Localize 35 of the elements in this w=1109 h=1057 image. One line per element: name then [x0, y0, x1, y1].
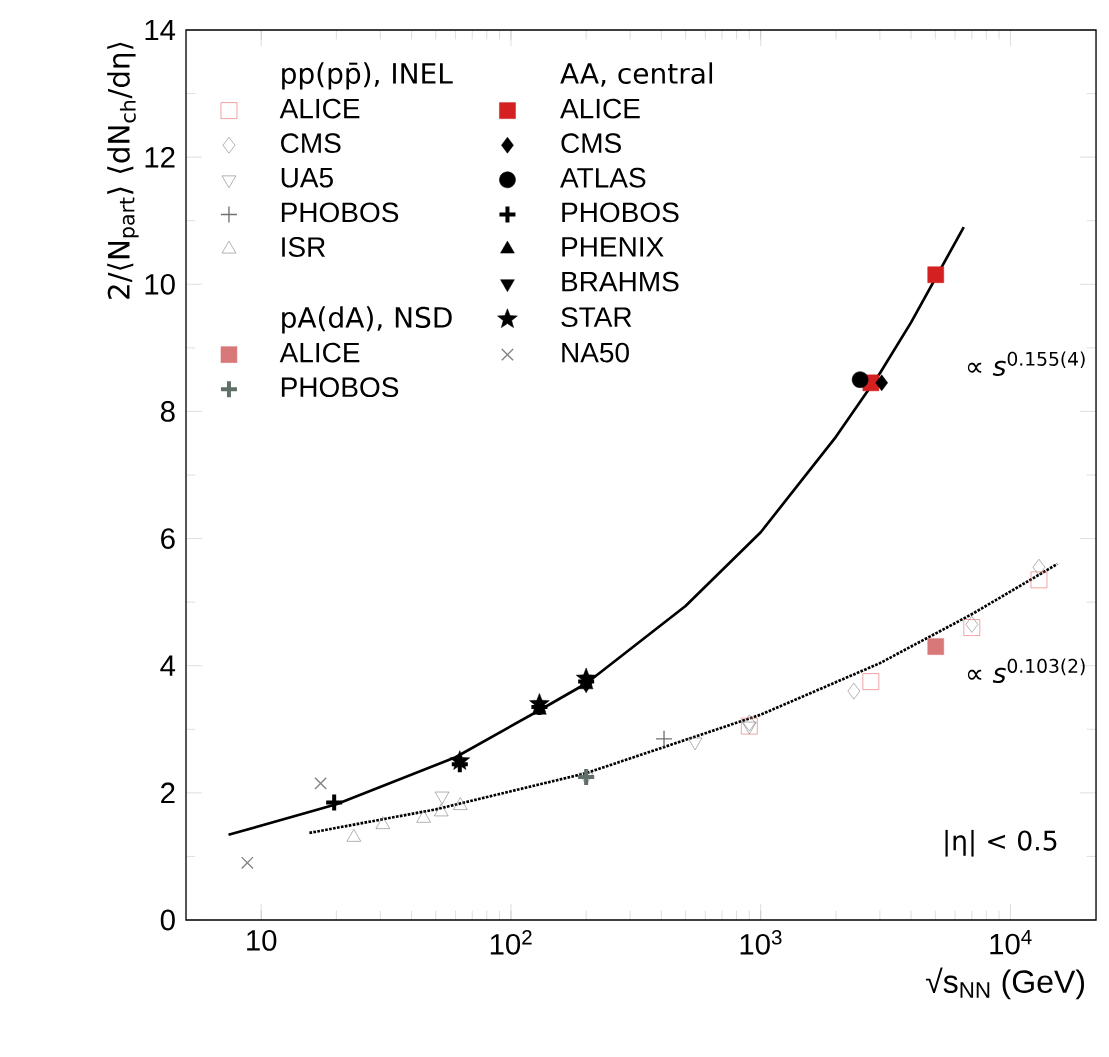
legend-label: ALICE: [279, 342, 360, 363]
legend-label: ATLAS: [560, 167, 646, 188]
legend-label: CMS: [561, 133, 621, 154]
text: AA, central: [560, 62, 713, 87]
y-axis-title: 2/⟨N$_{part}$⟩ ⟨dN$_{ch}$/dη⟩: [107, 42, 139, 299]
y-tick-label: 8: [160, 401, 175, 422]
legend-label: NA50: [562, 342, 629, 363]
text: pp(pp̄), INEL: [282, 62, 453, 90]
y-tick-label: 10: [145, 273, 175, 295]
text: pA(dA), NSD: [282, 306, 452, 334]
x-tick-label: 10: [247, 930, 277, 951]
x-tick-label: 10$^{2}$: [490, 930, 532, 955]
annotation: ∝ s$^{0.103(2)}$: [967, 658, 1085, 684]
legend-label: PHENIX: [562, 237, 664, 257]
legend-label: UA5: [281, 168, 333, 188]
y-tick-label: 12: [145, 146, 175, 168]
y-tick-label: 2: [161, 782, 175, 804]
y-tick-label: 0: [160, 909, 175, 931]
legend-label: ALICE: [560, 98, 640, 119]
legend-label: ALICE: [279, 98, 360, 119]
legend-label: ISR: [282, 237, 326, 257]
y-tick-label: 6: [161, 528, 175, 549]
x-tick-label: 10$^{4}$: [990, 930, 1032, 955]
y-tick-label: 14: [145, 19, 176, 41]
legend-label: PHOBOS: [281, 377, 399, 398]
annotation: ∝ s$^{0.155(4)}$: [967, 351, 1085, 377]
x-tick-label: 10$^{3}$: [740, 930, 782, 955]
legend-label: PHOBOS: [281, 202, 399, 223]
legend-label: PHOBOS: [562, 202, 679, 223]
legend-label: STAR: [561, 307, 632, 328]
legend-label: CMS: [281, 133, 341, 154]
legend-label: BRAHMS: [562, 271, 679, 292]
x-axis-title: √s$_{NN}$ (GeV): [925, 967, 1084, 1000]
y-tick-label: 4: [160, 655, 176, 676]
annotation: |η| < 0.5: [945, 829, 1057, 857]
